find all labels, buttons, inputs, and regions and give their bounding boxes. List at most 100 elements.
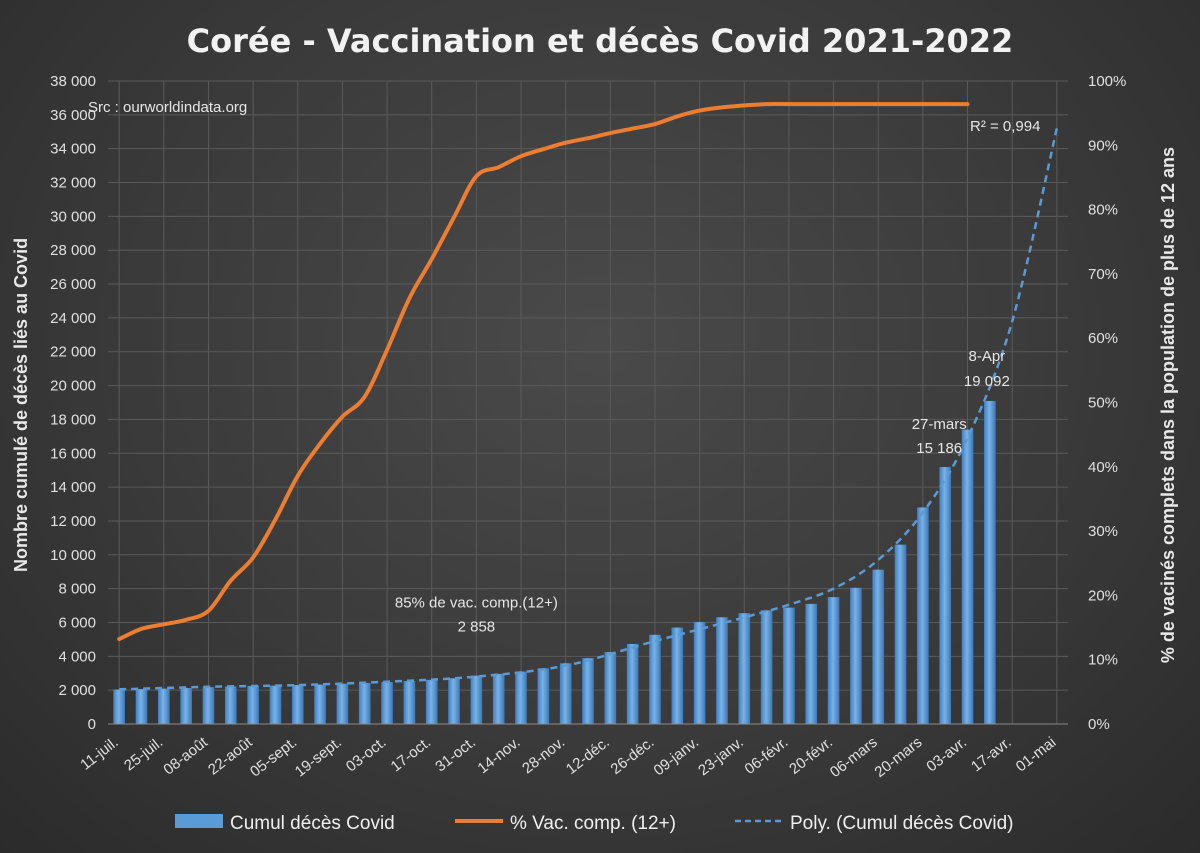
bar xyxy=(984,400,996,724)
y-left-tick-label: 10 000 xyxy=(50,547,96,564)
annotation-title: 27-mars xyxy=(912,416,967,433)
bar xyxy=(716,617,728,724)
bar xyxy=(180,687,192,724)
x-tick-label: 01-mai xyxy=(1013,734,1060,776)
bar xyxy=(403,681,416,724)
bar xyxy=(693,621,706,724)
bar xyxy=(492,673,505,724)
bar xyxy=(626,643,639,724)
x-tick-label: 05-sept. xyxy=(247,734,300,781)
x-tick-label: 26-déc. xyxy=(608,734,658,778)
bar xyxy=(850,587,862,724)
y-left-tick-label: 8 000 xyxy=(58,581,96,598)
x-tick-label: 06-févr. xyxy=(742,734,792,778)
bar xyxy=(917,507,929,724)
y-right-tick-label: 70% xyxy=(1088,266,1118,283)
bar xyxy=(113,689,125,724)
source-note: Src : ourworldindata.org xyxy=(88,99,247,116)
bar xyxy=(515,671,527,724)
bar-series xyxy=(113,400,996,724)
bar xyxy=(247,685,259,724)
x-tick-label: 23-janv. xyxy=(695,734,747,780)
y-left-tick-label: 38 000 xyxy=(50,73,96,90)
legend-bar-swatch xyxy=(175,814,223,828)
bar xyxy=(760,610,773,724)
bar xyxy=(224,686,237,724)
x-tick-label: 17-avr. xyxy=(968,734,1015,776)
bar xyxy=(358,682,371,724)
bar xyxy=(827,597,840,724)
annotation-title: 85% de vac. comp.(12+) xyxy=(395,595,558,612)
bar xyxy=(314,684,326,724)
bar xyxy=(135,689,148,724)
y-left-tick-label: 22 000 xyxy=(50,344,96,361)
y-left-tick-label: 36 000 xyxy=(50,107,96,124)
y-right-tick-label: 50% xyxy=(1088,395,1118,412)
y-axis-right-label: % de vacinés complets dans la population… xyxy=(1158,147,1178,663)
bar xyxy=(604,652,617,724)
bar xyxy=(269,685,282,724)
chart-title: Corée - Vaccination et décès Covid 2021-… xyxy=(187,22,1014,60)
x-tick-label: 09-janv. xyxy=(650,734,702,780)
x-tick-label: 19-sept. xyxy=(292,734,345,781)
bar xyxy=(805,603,818,724)
bar xyxy=(961,429,974,724)
bar xyxy=(291,685,304,724)
y-left-tick-label: 28 000 xyxy=(50,242,96,259)
y-right-tick-label: 80% xyxy=(1088,202,1118,219)
x-tick-label: 08-août xyxy=(160,733,211,778)
y-left-tick-label: 20 000 xyxy=(50,378,96,395)
y-right-tick-label: 90% xyxy=(1088,137,1118,154)
r-squared-label: R² = 0,994 xyxy=(970,118,1040,135)
bar xyxy=(582,658,594,724)
y-right-tick-label: 20% xyxy=(1088,587,1118,604)
y-left-tick-label: 16 000 xyxy=(50,445,96,462)
y-right-tick-label: 0% xyxy=(1088,716,1110,733)
annotation-value: 15 186 xyxy=(916,440,962,457)
y-left-tick-label: 12 000 xyxy=(50,513,96,530)
bar xyxy=(783,607,795,724)
bar xyxy=(559,663,572,724)
x-tick-label: 12-déc. xyxy=(563,734,613,778)
x-tick-label: 03-oct. xyxy=(343,734,390,776)
bar xyxy=(381,682,393,724)
legend: Cumul décès Covid % Vac. comp. (12+) Pol… xyxy=(175,813,1014,834)
bar xyxy=(448,678,460,724)
x-tick-label: 22-août xyxy=(205,733,256,778)
x-tick-label: 20-mars xyxy=(872,734,926,781)
x-tick-label: 31-oct. xyxy=(432,734,479,776)
bar xyxy=(894,544,907,724)
x-tick-label: 25-juil. xyxy=(121,734,166,775)
y-left-tick-label: 18 000 xyxy=(50,411,96,428)
bar xyxy=(470,675,483,724)
legend-vacc-label: % Vac. comp. (12+) xyxy=(510,813,676,834)
bar xyxy=(872,569,885,724)
y-axis-left-label: Nombre cumulé de décès liés au Covid xyxy=(11,238,31,572)
bar xyxy=(336,683,349,724)
x-tick-label: 11-juil. xyxy=(77,734,121,774)
x-tick-label: 03-avr. xyxy=(923,734,970,776)
bar xyxy=(649,634,661,724)
y-right-tick-label: 60% xyxy=(1088,330,1118,347)
y-left-tick-label: 26 000 xyxy=(50,276,96,293)
y-right-tick-label: 10% xyxy=(1088,652,1118,669)
y-right-tick-label: 40% xyxy=(1088,459,1118,476)
legend-trend-label: Poly. (Cumul décès Covid) xyxy=(790,813,1014,834)
y-left-tick-label: 32 000 xyxy=(50,175,96,192)
y-right-tick-label: 30% xyxy=(1088,523,1118,540)
bar xyxy=(738,613,751,724)
y-left-tick-label: 14 000 xyxy=(50,479,96,496)
x-tick-label: 14-nov. xyxy=(474,734,523,778)
trend-line xyxy=(119,128,1059,691)
y-left-tick-label: 0 xyxy=(88,716,96,733)
y-left-tick-label: 6 000 xyxy=(58,614,96,631)
legend-bar-label: Cumul décès Covid xyxy=(230,813,395,834)
annotation-title: 8-Apr xyxy=(969,348,1006,365)
vaccination-series xyxy=(117,102,970,642)
trend-series xyxy=(119,128,1059,691)
annotation-value: 2 858 xyxy=(458,619,496,636)
x-tick-label: 28-nov. xyxy=(519,734,568,778)
bar xyxy=(425,679,438,724)
y-left-tick-label: 34 000 xyxy=(50,141,96,158)
